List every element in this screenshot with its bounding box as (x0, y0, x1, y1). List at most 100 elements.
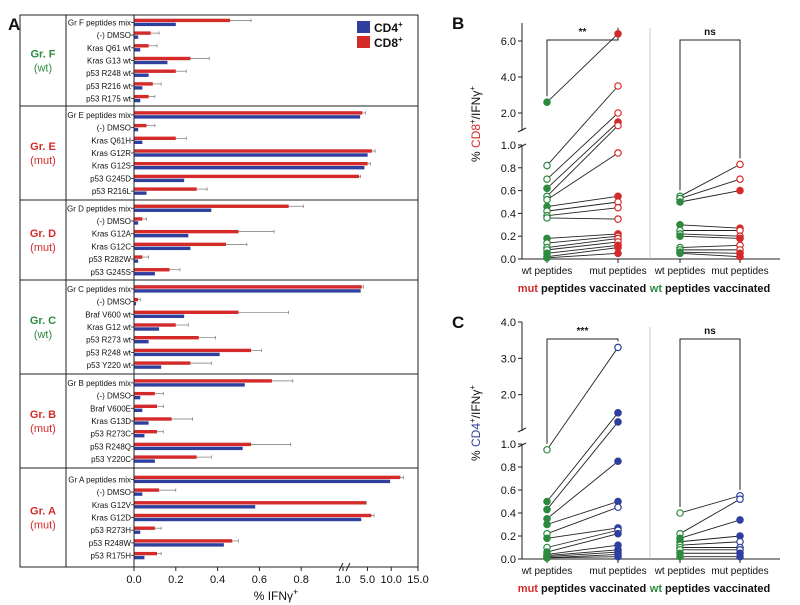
group-label-colored: wt (649, 583, 663, 595)
category-label: p53 G245D (90, 174, 131, 183)
bar-cd8 (134, 551, 157, 556)
axis-break-mark (517, 127, 527, 133)
category-label: (-) DMSO (97, 217, 131, 226)
pair-line (679, 233, 741, 237)
point-mut (614, 409, 622, 417)
category-label: Gr B peptides mix (67, 379, 131, 388)
bar-cd8 (134, 82, 153, 86)
pair-line (679, 244, 741, 249)
pair-line (546, 533, 619, 553)
bar-cd4 (134, 421, 149, 425)
category-label: p53 R175H (91, 552, 132, 561)
pair-line (679, 235, 741, 239)
group-label-rest: peptides vaccinated (538, 283, 646, 295)
point-wt (543, 520, 551, 529)
group-type: (mut) (30, 155, 56, 167)
point-mut (736, 252, 744, 261)
category-label: p53 R175 wt (86, 95, 132, 104)
point-wt (676, 509, 684, 517)
point-mut (614, 82, 622, 90)
bar-cd8 (134, 488, 160, 492)
bar-cd4 (134, 73, 149, 77)
pair-line (679, 224, 741, 229)
bar-cd8 (134, 310, 239, 314)
point-wt (543, 445, 551, 454)
category-label: p53 R248 wt (86, 69, 132, 78)
axis-break-mark (345, 562, 351, 572)
bar-cd4 (134, 140, 143, 144)
pair-line (546, 556, 619, 559)
pair-line (546, 112, 619, 180)
y-tick-label: 0.8 (501, 163, 516, 175)
point-mut (614, 29, 622, 38)
y-tick-label: 2.0 (501, 390, 516, 402)
category-label: Kras G12D (91, 514, 131, 523)
point-mut (614, 343, 622, 352)
significance-label: ** (579, 27, 587, 38)
legend-swatch-cd4 (357, 21, 370, 33)
x-tick-label: 5.0 (360, 574, 375, 586)
group-label-rest: peptides vaccinated (662, 283, 770, 295)
bar-cd4 (134, 383, 245, 387)
bar-cd8 (134, 69, 176, 73)
group-label-colored: mut (518, 583, 539, 595)
y-tick-label: 3.0 (501, 353, 516, 365)
group-type: (mut) (30, 520, 56, 532)
bar-cd4 (134, 208, 212, 212)
point-mut (736, 495, 744, 504)
y-tick-label: 0.2 (501, 231, 516, 243)
category-label: p53 R216 wt (86, 82, 132, 91)
point-wt (543, 554, 551, 562)
x-tick-label: 0.8 (294, 574, 309, 586)
bar-cd8 (134, 18, 231, 23)
category-label: p53 R248Q (90, 442, 131, 451)
bar-cd4 (134, 35, 139, 39)
point-mut (614, 109, 622, 117)
y-tick-label: 0.4 (501, 508, 516, 520)
x-tick-label: 1.0 (335, 574, 350, 586)
point-mut (614, 121, 622, 130)
category-label: (-) DMSO (97, 298, 131, 307)
bar-cd4 (134, 272, 155, 276)
group-label-rest: peptides vaccinated (538, 583, 646, 595)
bar-cd4 (134, 340, 149, 344)
pair-line (546, 207, 619, 217)
point-mut (736, 234, 744, 243)
category-label: Kras G12C (91, 242, 131, 251)
pair-line (546, 506, 619, 535)
pair-line (546, 201, 619, 212)
bar-cd4 (134, 352, 220, 357)
bar-cd8 (134, 539, 233, 543)
point-mut (614, 503, 622, 512)
point-wt (543, 497, 551, 506)
bar-cd4 (134, 115, 361, 119)
bar-cd4 (134, 505, 256, 509)
group-type: (mut) (30, 423, 56, 435)
panel-c-letter: C (452, 313, 464, 332)
bar-cd4 (134, 395, 141, 400)
point-wt (543, 505, 551, 514)
y-tick-label: 1.0 (501, 439, 516, 451)
bar-cd4 (134, 530, 141, 534)
group-label-rest: peptides vaccinated (662, 583, 770, 595)
x-category-label: mut peptides (711, 566, 768, 577)
point-mut (614, 149, 622, 157)
pair-line (679, 190, 741, 203)
bar-cd4 (134, 60, 168, 65)
group-label: wt peptides vaccinated (649, 283, 770, 295)
x-category-label: wt peptides (521, 266, 573, 277)
bar-cd4 (134, 492, 143, 496)
point-mut (736, 175, 744, 184)
category-label: p53 Y220 wt (87, 361, 132, 370)
y-axis-title: % CD8+/IFNγ+ (468, 86, 483, 162)
x-tick-label: 0.6 (252, 574, 267, 586)
bar-cd4 (134, 191, 147, 195)
category-label: Gr C peptides mix (67, 285, 131, 294)
bar-cd8 (134, 187, 197, 191)
bar-cd8 (134, 229, 239, 234)
bar-cd4 (134, 86, 143, 90)
point-mut (614, 457, 622, 466)
y-axis-title-pre: % (469, 447, 483, 461)
y-axis-title-post-sup: + (468, 385, 477, 390)
bar-cd8 (134, 379, 272, 383)
